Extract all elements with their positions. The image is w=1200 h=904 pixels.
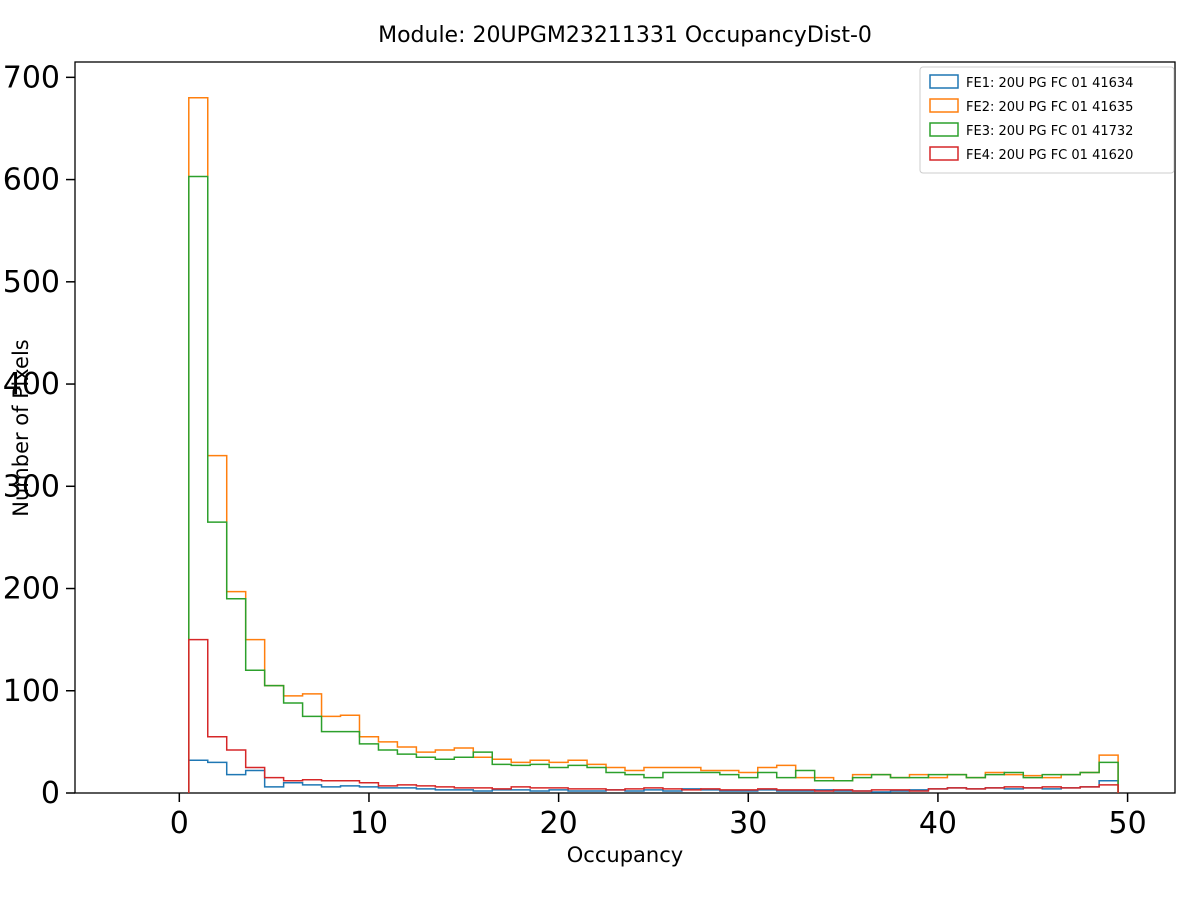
- x-axis-label: Occupancy: [567, 843, 683, 867]
- y-tick-label: 500: [3, 265, 60, 300]
- x-tick-label: 40: [919, 806, 957, 841]
- legend-swatch-3: [929, 122, 959, 137]
- y-tick-label: 700: [3, 60, 60, 95]
- x-tick-label: 20: [540, 806, 578, 841]
- x-tick-label: 30: [729, 806, 767, 841]
- legend-label-1: FE1: 20U PG FC 01 41634: [966, 76, 1133, 91]
- x-tick-label: 0: [170, 806, 189, 841]
- legend-swatch-4: [929, 146, 959, 161]
- y-tick-label: 300: [3, 469, 60, 504]
- legend-swatch-1: [929, 74, 959, 89]
- y-tick-label: 400: [3, 367, 60, 402]
- y-tick-label: 600: [3, 163, 60, 198]
- legend-label-2: FE2: 20U PG FC 01 41635: [966, 100, 1133, 115]
- legend-box: [919, 66, 1175, 174]
- series-step-4: [188, 638, 1119, 793]
- legend: FE1: 20U PG FC 01 41634 FE2: 20U PG FC 01…: [919, 66, 1175, 174]
- legend-label-4: FE4: 20U PG FC 01 41620: [966, 148, 1133, 163]
- y-tick-label: 0: [41, 776, 60, 811]
- y-axis-label: Number of Pixels: [9, 339, 33, 516]
- legend-label-3: FE3: 20U PG FC 01 41732: [966, 124, 1133, 139]
- legend-swatch-2: [929, 98, 959, 113]
- y-tick-label: 100: [3, 674, 60, 709]
- series-step-2: [188, 97, 1119, 793]
- y-tick-label: 200: [3, 572, 60, 607]
- chart-title: Module: 20UPGM23211331 OccupancyDist-0: [378, 23, 872, 48]
- x-tick-label: 50: [1108, 806, 1146, 841]
- axes-frame: [74, 61, 1176, 794]
- series-step-3: [188, 175, 1119, 793]
- x-tick-label: 10: [350, 806, 388, 841]
